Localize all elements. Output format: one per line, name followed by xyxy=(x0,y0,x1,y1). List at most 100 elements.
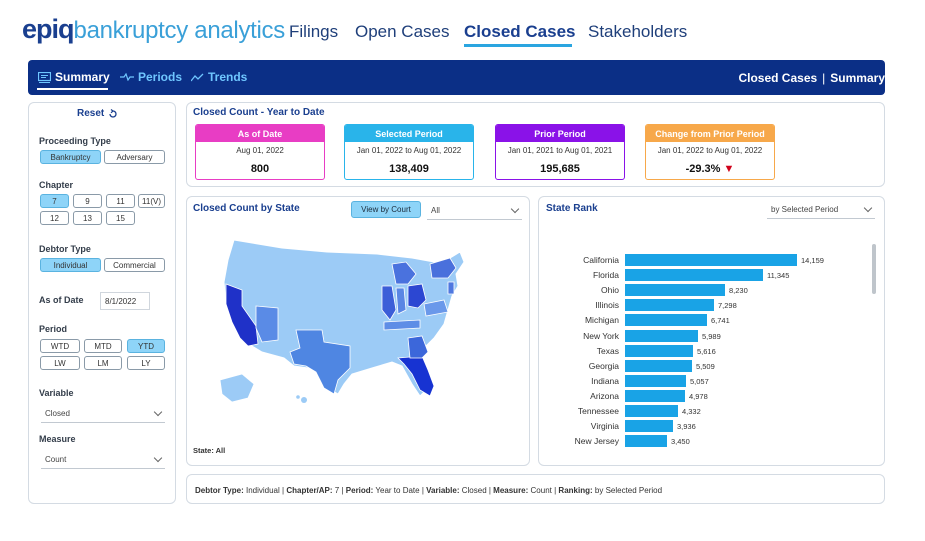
period-lw[interactable]: LW xyxy=(40,356,80,370)
bar-value-label: 3,450 xyxy=(671,437,690,447)
logo-prefix: epiq xyxy=(22,14,75,44)
breadcrumb: Closed Cases | Summary xyxy=(738,71,885,85)
bar-california[interactable] xyxy=(625,254,797,266)
bar-tennessee[interactable] xyxy=(625,405,678,417)
subnav-summary[interactable]: Summary xyxy=(38,70,110,84)
chapter-11[interactable]: 11 xyxy=(106,194,135,208)
reset-icon xyxy=(109,108,117,118)
state-filter-label: State: All xyxy=(193,446,226,455)
chapter-15[interactable]: 15 xyxy=(106,211,135,225)
state-indiana xyxy=(395,287,407,315)
footer-key: Debtor Type: xyxy=(195,486,244,495)
breadcrumb-closed-cases[interactable]: Closed Cases xyxy=(738,71,818,85)
subnav-trends[interactable]: Trends xyxy=(191,70,247,84)
measure-dropdown[interactable]: Count xyxy=(41,451,165,469)
state-new-jersey xyxy=(447,281,455,295)
bar-illinois[interactable] xyxy=(625,299,714,312)
debtor-individual[interactable]: Individual xyxy=(40,258,101,272)
bar-label: New Jersey xyxy=(574,436,619,447)
bar-florida[interactable] xyxy=(625,269,763,282)
map-filter-dropdown[interactable]: All xyxy=(427,202,522,220)
chevron-down-icon xyxy=(153,407,163,416)
kpi-prior-period: Prior Period Jan 01, 2021 to Aug 01, 202… xyxy=(495,124,625,180)
proceeding-adversary[interactable]: Adversary xyxy=(104,150,165,164)
tab-open-cases[interactable]: Open Cases xyxy=(355,22,450,41)
period-wtd[interactable]: WTD xyxy=(40,339,80,353)
kpi-selected-period: Selected Period Jan 01, 2022 to Aug 01, … xyxy=(344,124,474,180)
kpi-title: Closed Count - Year to Date xyxy=(193,107,325,118)
footer-key: Measure: xyxy=(493,486,529,495)
rank-title: State Rank xyxy=(546,203,598,214)
footer-key: Chapter/AP: xyxy=(286,486,333,495)
as-of-date-input[interactable]: 8/1/2022 xyxy=(100,292,150,310)
bar-new-jersey[interactable] xyxy=(625,435,667,448)
debtor-commercial[interactable]: Commercial xyxy=(104,258,165,272)
reset-button[interactable]: Reset xyxy=(77,108,118,119)
bar-new-york[interactable] xyxy=(625,329,698,342)
variable-dropdown[interactable]: Closed xyxy=(41,405,165,423)
state-alaska xyxy=(219,373,255,403)
bar-arizona[interactable] xyxy=(625,389,685,402)
filter-panel xyxy=(28,102,176,504)
footer-value: Individual xyxy=(245,486,280,495)
chapter-11v[interactable]: 11(V) xyxy=(138,194,165,208)
chevron-down-icon xyxy=(153,453,163,462)
period-lm[interactable]: LM xyxy=(84,356,122,370)
chapter-12[interactable]: 12 xyxy=(40,211,69,225)
debtor-type-label: Debtor Type xyxy=(39,244,91,254)
chapter-9[interactable]: 9 xyxy=(73,194,102,208)
bar-michigan[interactable] xyxy=(625,314,707,327)
kpi-value: 800 xyxy=(250,163,270,175)
footer-value: Closed xyxy=(461,486,487,495)
kpi-header: Prior Period xyxy=(496,125,624,142)
chapter-13[interactable]: 13 xyxy=(73,211,102,225)
us-choropleth-map[interactable] xyxy=(212,234,474,412)
kpi-date: Jan 01, 2022 to Aug 01, 2022 xyxy=(356,146,462,155)
down-arrow-icon: ▼ xyxy=(723,163,735,175)
period-ly[interactable]: LY xyxy=(127,356,165,370)
rank-scrollbar[interactable] xyxy=(872,244,876,294)
state-hawaii xyxy=(301,397,307,403)
bar-value-label: 6,741 xyxy=(711,316,730,326)
map-title: Closed Count by State xyxy=(193,203,300,214)
view-by-court-button[interactable]: View by Court xyxy=(351,201,421,218)
rank-dropdown-value: by Selected Period xyxy=(771,205,839,214)
period-ytd[interactable]: YTD xyxy=(127,339,165,353)
variable-value: Closed xyxy=(45,409,70,418)
kpi-date: Jan 01, 2021 to Aug 01, 2021 xyxy=(507,146,613,155)
proceeding-bankruptcy[interactable]: Bankruptcy xyxy=(40,150,101,164)
subnav-summary-label: Summary xyxy=(55,70,110,84)
state-hawaii-island xyxy=(296,395,300,399)
periods-icon xyxy=(120,73,134,81)
state-ohio xyxy=(407,283,427,309)
footer-value: by Selected Period xyxy=(594,486,663,495)
bar-virginia[interactable] xyxy=(625,420,673,433)
subnav-periods-label: Periods xyxy=(138,70,183,84)
period-mtd[interactable]: MTD xyxy=(84,339,122,353)
subnav-periods[interactable]: Periods xyxy=(120,70,182,84)
breadcrumb-summary[interactable]: Summary xyxy=(830,71,885,85)
chevron-down-icon xyxy=(510,204,520,213)
tab-closed-cases[interactable]: Closed Cases xyxy=(464,22,576,41)
bar-georgia[interactable] xyxy=(625,359,692,372)
bar-value-label: 4,978 xyxy=(689,391,708,401)
breadcrumb-separator: | xyxy=(822,71,826,85)
bar-label: Indiana xyxy=(591,375,619,386)
rank-dropdown[interactable]: by Selected Period xyxy=(767,201,875,219)
state-california xyxy=(225,283,259,347)
state-arizona xyxy=(255,305,279,343)
active-tab-underline xyxy=(464,44,572,47)
bar-texas[interactable] xyxy=(625,344,693,357)
bar-ohio[interactable] xyxy=(625,284,725,297)
chevron-down-icon xyxy=(863,203,873,212)
chapter-7[interactable]: 7 xyxy=(40,194,69,208)
bar-indiana[interactable] xyxy=(625,374,686,387)
state-tennessee xyxy=(383,319,421,331)
tab-stakeholders[interactable]: Stakeholders xyxy=(588,22,688,41)
tab-filings[interactable]: Filings xyxy=(289,22,339,41)
kpi-value: 195,685 xyxy=(540,163,580,175)
kpi-header: Selected Period xyxy=(345,125,473,142)
bar-value-label: 7,298 xyxy=(718,301,737,311)
bar-value-label: 14,159 xyxy=(801,256,824,265)
rank-panel xyxy=(538,196,885,466)
